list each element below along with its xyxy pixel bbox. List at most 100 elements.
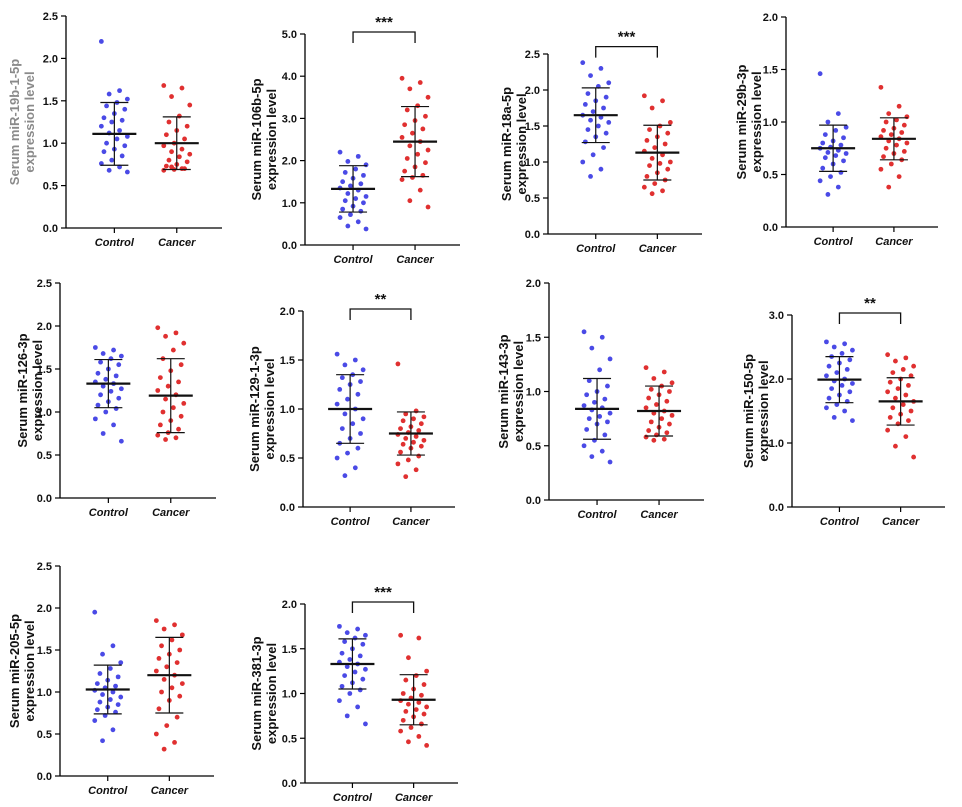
data-point — [588, 174, 593, 179]
data-point — [598, 66, 604, 71]
data-point — [176, 113, 182, 119]
data-point — [169, 685, 175, 691]
data-point — [425, 147, 431, 153]
data-point — [906, 418, 911, 423]
data-point — [415, 151, 421, 157]
data-point — [416, 635, 422, 641]
data-point — [605, 383, 610, 389]
y-tick-label: 0.0 — [769, 502, 784, 514]
y-tick-label: 2.0 — [769, 374, 784, 386]
data-point — [92, 345, 98, 350]
data-point — [817, 178, 823, 184]
data-point — [340, 179, 346, 185]
data-point — [358, 181, 364, 187]
data-point — [839, 351, 845, 356]
data-point — [113, 683, 118, 689]
data-point — [825, 150, 831, 155]
x-tick-label: Cancer — [392, 516, 430, 528]
y-tick-label: 3.0 — [282, 113, 297, 125]
data-point — [348, 212, 353, 218]
chart-panel-8: 0.0 1.0 2.0 3.0 Control Cancer Serum miR-150-5… — [741, 295, 945, 528]
data-point — [903, 355, 909, 361]
data-point — [184, 159, 190, 165]
data-point — [161, 167, 167, 173]
y-tick-label: 1.5 — [526, 332, 541, 344]
data-point — [903, 392, 909, 398]
data-point — [831, 415, 837, 420]
data-point — [899, 130, 905, 135]
data-point — [842, 341, 848, 347]
data-point — [345, 396, 350, 402]
data-point — [184, 123, 190, 129]
significance-bracket — [838, 312, 902, 324]
data-point — [92, 609, 98, 615]
data-point — [822, 155, 828, 161]
x-tick-label: Control — [577, 509, 617, 521]
data-point — [908, 373, 914, 379]
data-point — [599, 334, 605, 340]
data-point — [590, 152, 596, 158]
data-point — [402, 168, 408, 174]
data-point — [842, 408, 848, 414]
y-tick-label: 0.5 — [37, 729, 52, 741]
data-point — [581, 443, 587, 449]
data-point — [423, 113, 428, 119]
data-point — [820, 140, 826, 146]
data-point — [179, 166, 185, 172]
x-tick-label: Control — [89, 507, 129, 519]
y-axis-label-line1: Serum miR-129-1-3p — [247, 346, 262, 472]
y-axis-label-line2: expression level — [756, 360, 771, 461]
data-point — [170, 347, 176, 353]
significance-stars: ** — [375, 291, 387, 308]
data-point — [342, 198, 348, 204]
series-cancer — [878, 352, 923, 460]
data-point — [118, 386, 124, 392]
data-point — [417, 80, 423, 85]
data-point — [116, 395, 122, 401]
data-point — [153, 731, 159, 737]
data-point — [101, 149, 107, 155]
data-point — [838, 170, 844, 175]
data-point — [398, 728, 404, 734]
data-point — [174, 660, 180, 665]
data-point — [334, 351, 340, 357]
data-point — [178, 362, 184, 368]
data-point — [669, 412, 675, 418]
data-point — [413, 673, 419, 678]
data-point — [416, 453, 422, 459]
data-point — [337, 149, 343, 155]
data-point — [339, 683, 345, 689]
data-point — [900, 402, 906, 407]
data-point — [100, 692, 105, 697]
data-point — [602, 432, 608, 438]
data-point — [355, 704, 361, 710]
data-point — [643, 405, 649, 411]
data-point — [893, 443, 898, 449]
data-point — [407, 143, 413, 149]
y-tick-label: 1.5 — [525, 121, 540, 133]
data-point — [361, 200, 366, 206]
data-point — [169, 149, 174, 155]
data-point — [353, 166, 359, 172]
data-point — [657, 161, 663, 166]
data-point — [122, 106, 128, 112]
data-point — [659, 416, 665, 422]
data-point — [98, 359, 103, 365]
data-point — [911, 454, 917, 460]
data-point — [841, 135, 846, 141]
data-point — [118, 660, 124, 665]
data-point — [166, 119, 172, 125]
data-point — [586, 416, 592, 422]
data-point — [110, 689, 116, 695]
data-point — [581, 403, 587, 409]
data-point — [155, 432, 161, 438]
data-point — [355, 626, 361, 632]
data-point — [402, 122, 408, 128]
data-point — [155, 325, 161, 331]
data-point — [342, 639, 348, 644]
data-point — [646, 428, 652, 433]
data-point — [904, 114, 910, 120]
data-point — [888, 132, 894, 138]
y-tick-label: 0.0 — [525, 229, 540, 241]
data-point — [173, 435, 179, 441]
